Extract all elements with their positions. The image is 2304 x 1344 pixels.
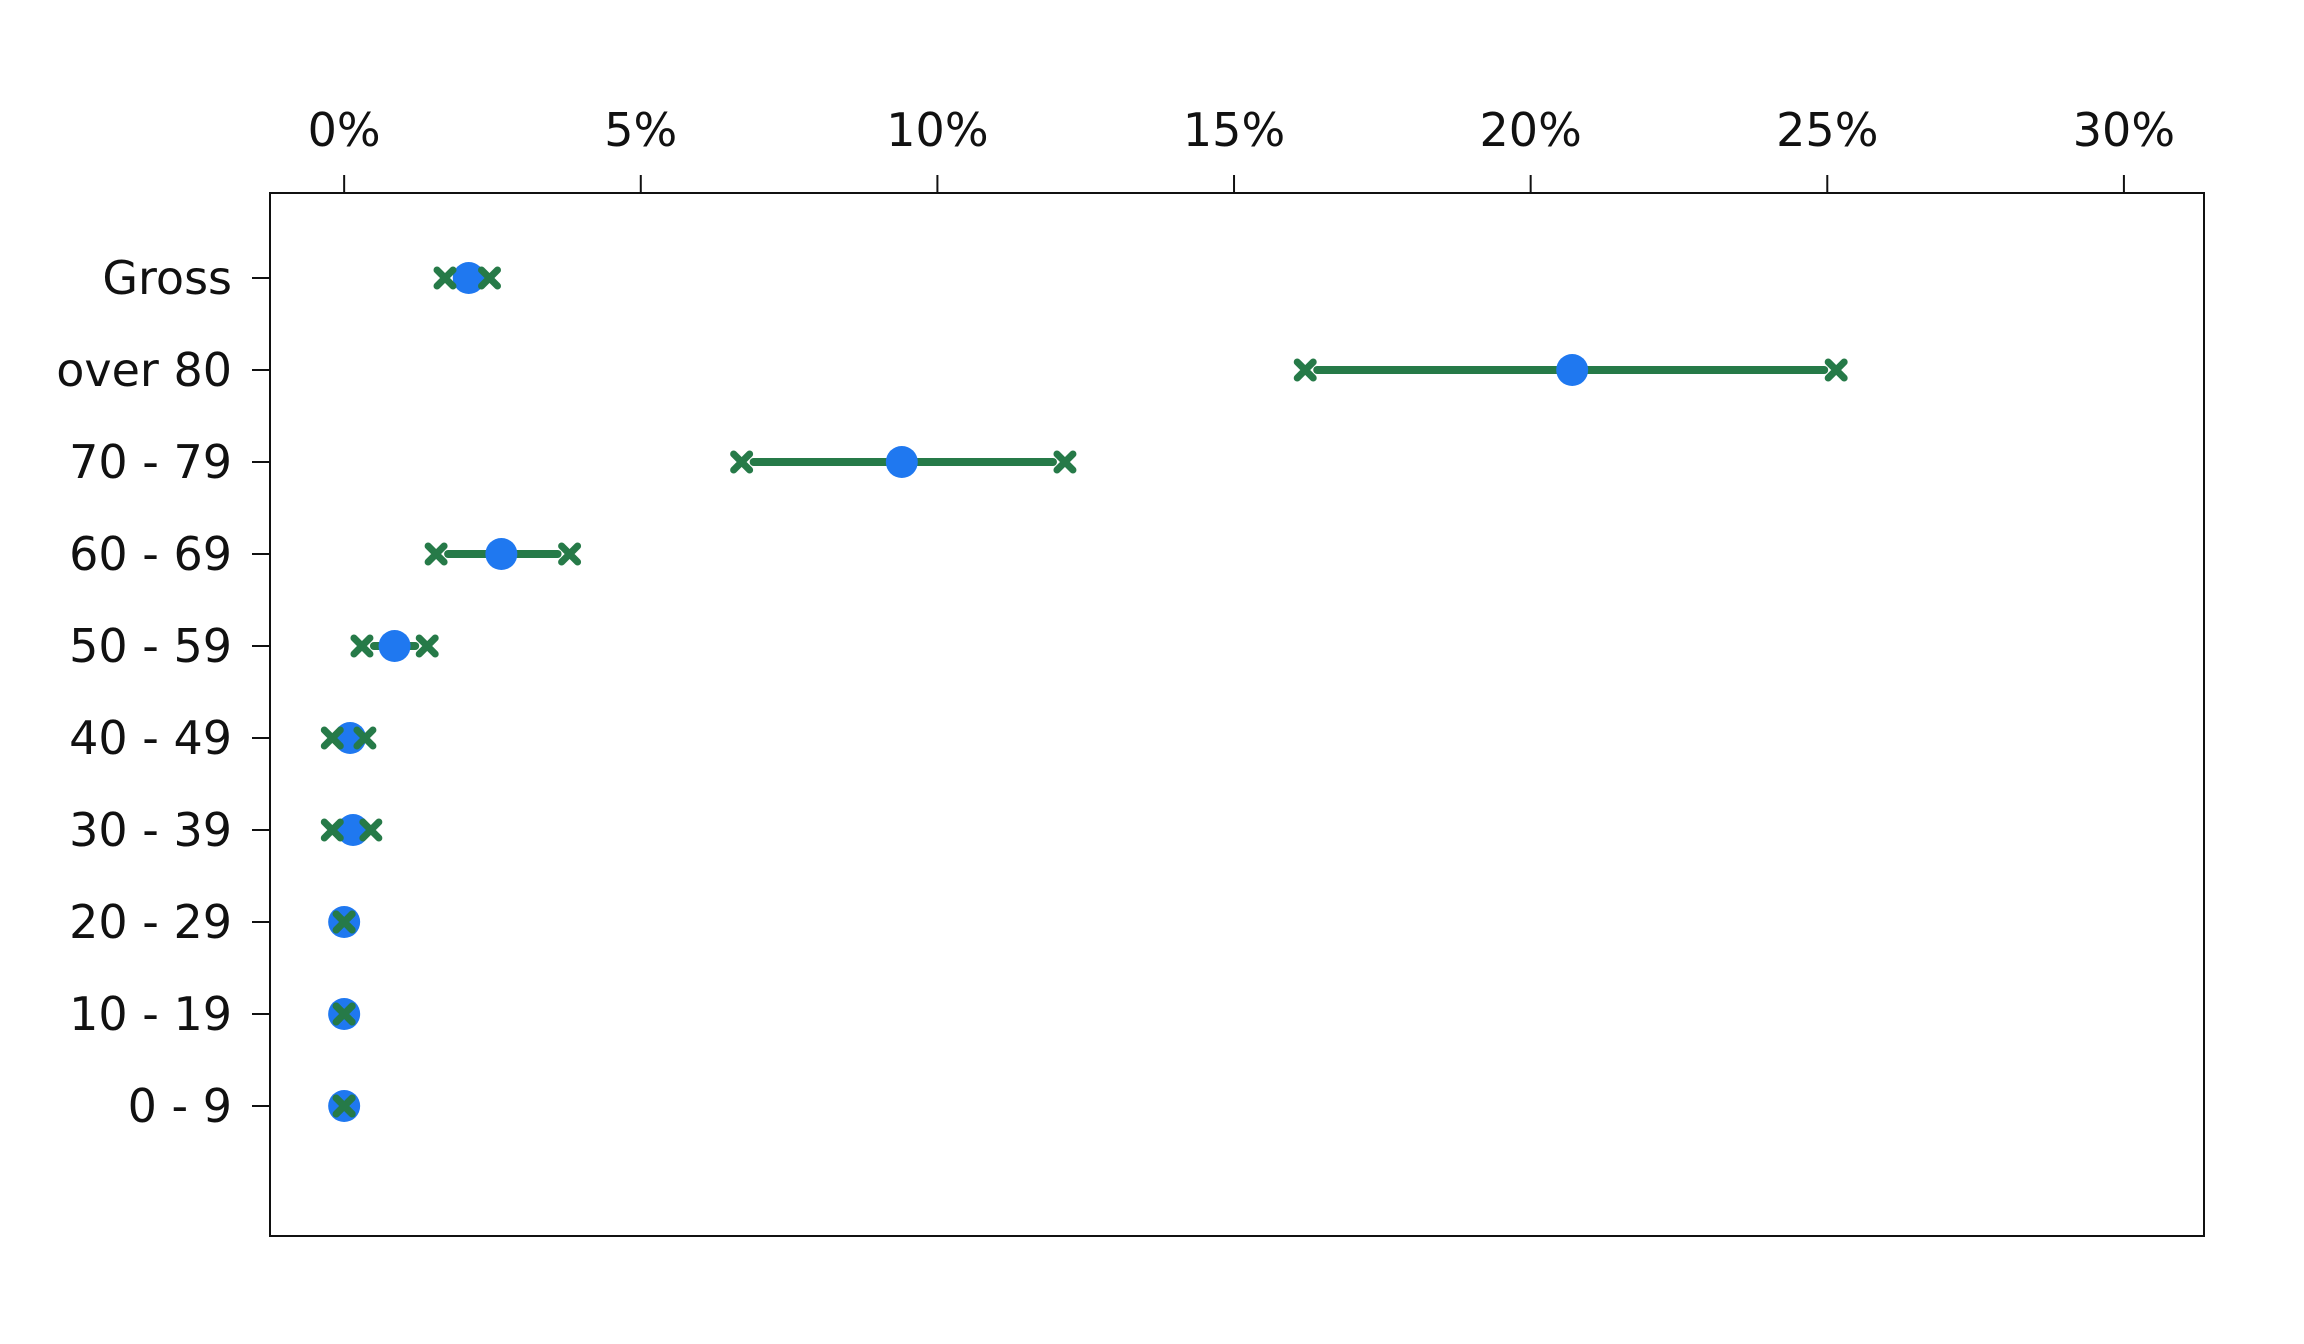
x-tick-label: 0% bbox=[308, 103, 381, 157]
category-label: 10 - 19 bbox=[69, 987, 232, 1041]
x-tick-label: 25% bbox=[1776, 103, 1878, 157]
x-tick-label: 30% bbox=[2073, 103, 2175, 157]
lower-bound-marker bbox=[1293, 358, 1317, 382]
lower-bound-marker bbox=[320, 726, 344, 750]
x-axis: 0% 5% 10% 15% 20% 25% 30% bbox=[308, 103, 2175, 193]
y-axis: Gross over 80 70 - 79 60 - 69 50 - 59 40 - 49… bbox=[56, 251, 270, 1133]
category-label: 0 - 9 bbox=[128, 1079, 232, 1133]
upper-bound-marker bbox=[353, 726, 377, 750]
estimate-point bbox=[378, 630, 411, 662]
estimate-point bbox=[485, 538, 518, 570]
plot-frame bbox=[269, 192, 2205, 1237]
upper-bound-marker bbox=[415, 634, 439, 658]
lower-bound-marker bbox=[433, 266, 457, 290]
x-tick-label: 10% bbox=[886, 103, 988, 157]
upper-bound-marker bbox=[332, 1002, 356, 1026]
lower-bound-marker bbox=[424, 542, 448, 566]
estimate-point bbox=[885, 446, 918, 478]
category-label: Gross bbox=[102, 251, 232, 305]
lower-bound-marker bbox=[320, 818, 344, 842]
upper-bound-marker bbox=[558, 542, 582, 566]
upper-bound-marker bbox=[359, 818, 383, 842]
upper-bound-marker bbox=[332, 1094, 356, 1118]
category-label: 60 - 69 bbox=[69, 527, 232, 581]
lower-bound-marker bbox=[350, 634, 374, 658]
category-label: 70 - 79 bbox=[69, 435, 232, 489]
category-label: 50 - 59 bbox=[69, 619, 232, 673]
x-tick-label: 15% bbox=[1183, 103, 1285, 157]
x-tick-label: 5% bbox=[604, 103, 677, 157]
lower-bound-marker bbox=[730, 450, 754, 474]
category-label: over 80 bbox=[56, 343, 232, 397]
upper-bound-marker bbox=[1824, 358, 1848, 382]
estimate-point bbox=[1556, 354, 1589, 386]
category-label: 20 - 29 bbox=[69, 895, 232, 949]
chart-marks bbox=[320, 262, 1848, 1122]
upper-bound-marker bbox=[1053, 450, 1077, 474]
estimate-point bbox=[452, 262, 485, 294]
category-label: 40 - 49 bbox=[69, 711, 232, 765]
upper-bound-marker bbox=[478, 266, 502, 290]
x-tick-label: 20% bbox=[1480, 103, 1582, 157]
upper-bound-marker bbox=[332, 910, 356, 934]
category-label: 30 - 39 bbox=[69, 803, 232, 857]
